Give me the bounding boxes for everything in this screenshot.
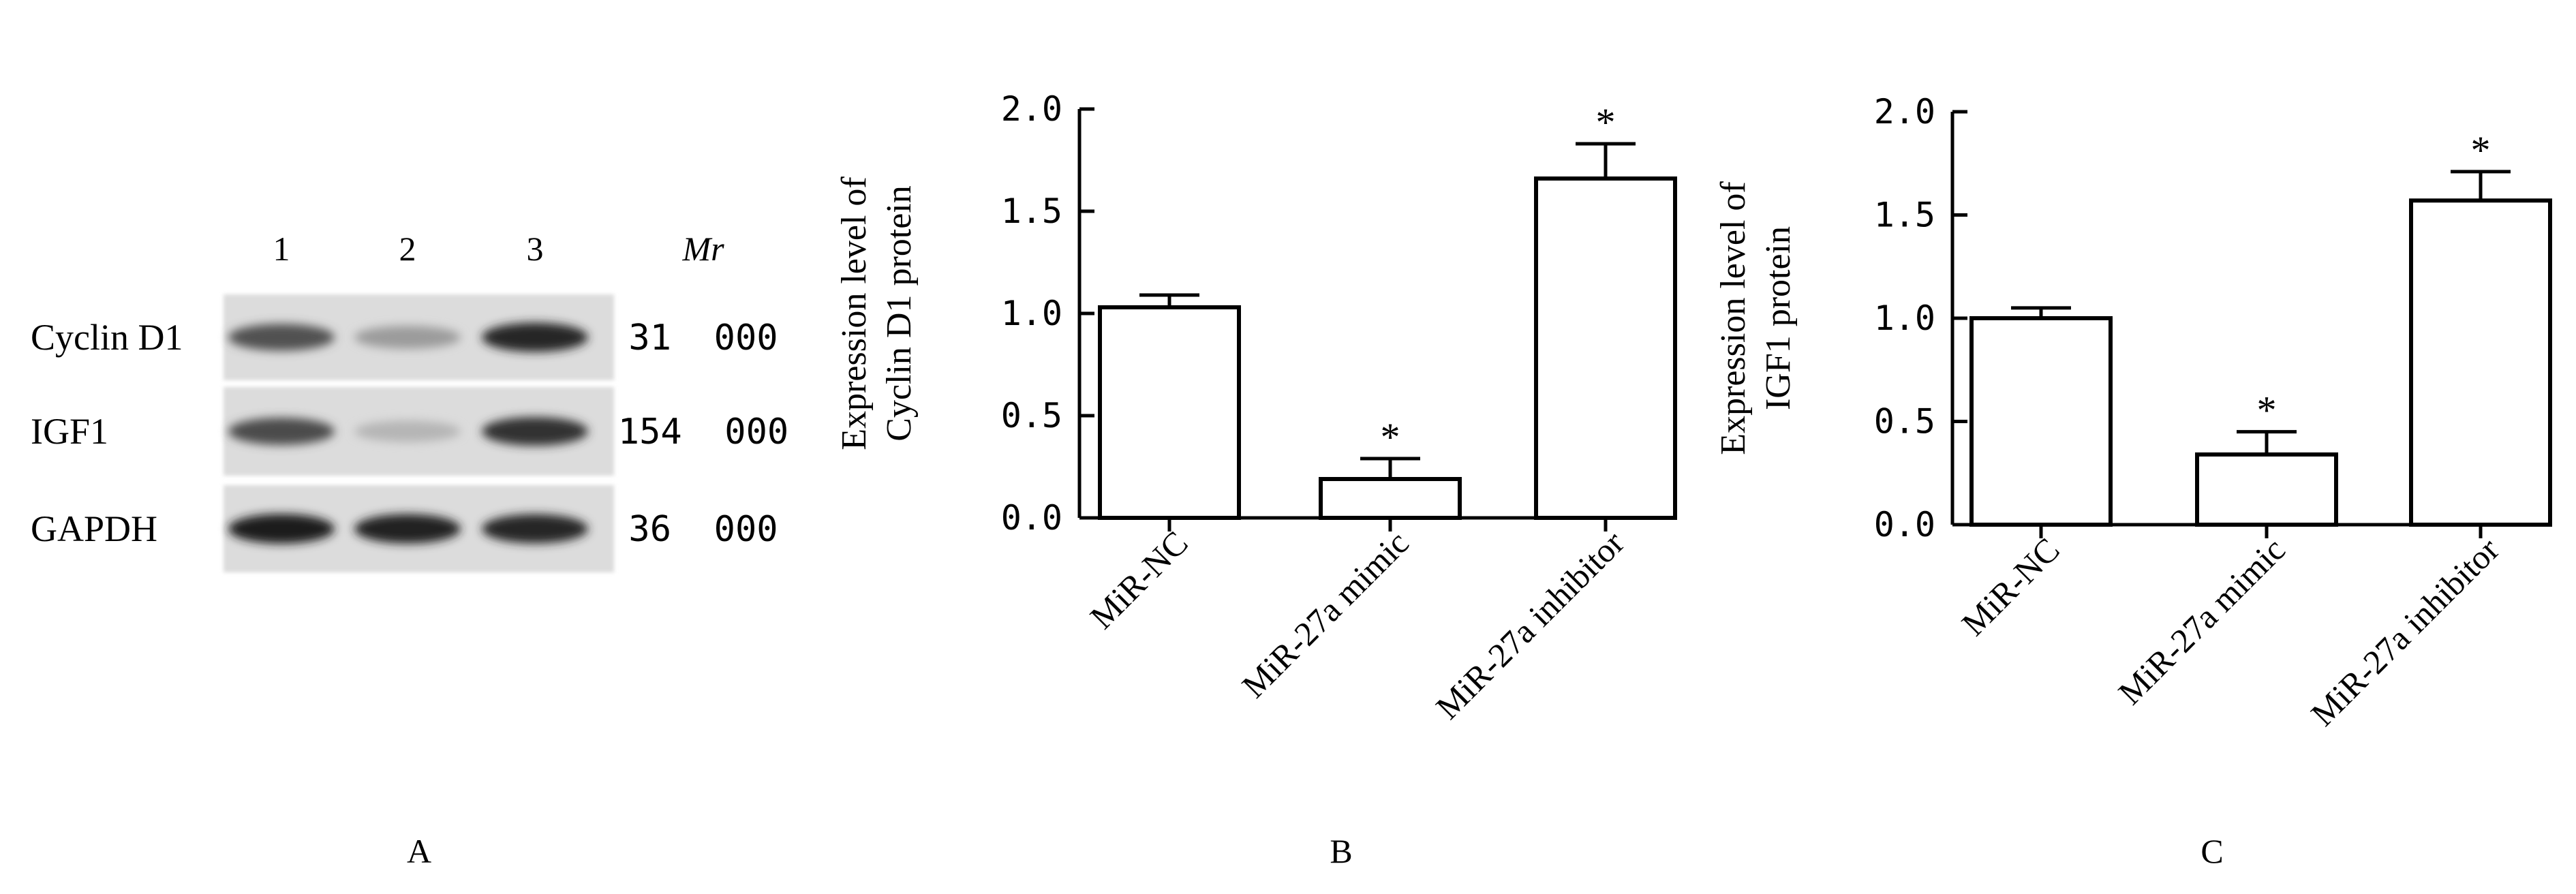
blot-band bbox=[228, 324, 335, 351]
y-axis-label: Expression level of bbox=[1714, 181, 1753, 455]
bar bbox=[2195, 452, 2338, 527]
y-tick-label: 0.5 bbox=[1001, 396, 1062, 435]
y-axis-label: IGF1 protein bbox=[1759, 226, 1798, 410]
blot-band bbox=[482, 416, 588, 446]
significance-marker: * bbox=[1596, 100, 1616, 144]
category-label: MiR-27a mimic bbox=[1234, 523, 1415, 705]
western-blot-panel: 1 2 3 Mr Cyclin D1 31 000 IGF1 154 000 GAPDH 36… bbox=[31, 230, 788, 870]
lane-number: 2 bbox=[399, 230, 416, 268]
bar bbox=[1319, 477, 1462, 520]
bar-chart-igf1: 0.0 0.5 1.0 1.5 2.0 Expression level of IGF1 p… bbox=[1714, 92, 2552, 733]
protein-label: IGF1 bbox=[31, 411, 108, 452]
bar bbox=[1534, 176, 1677, 520]
significance-marker: * bbox=[1381, 415, 1400, 459]
significance-marker: * bbox=[2257, 388, 2277, 433]
bar-chart-cyclin-d1: 0.0 0.5 1.0 1.5 2.0 Expression level of Cyclin… bbox=[835, 89, 1677, 726]
bar bbox=[1969, 316, 2113, 527]
lane-headers: 1 2 3 bbox=[273, 230, 544, 268]
y-tick-label: 2.0 bbox=[1874, 92, 1935, 132]
y-axis-label: Cyclin D1 protein bbox=[880, 185, 919, 442]
category-label: MiR-NC bbox=[1954, 530, 2066, 643]
molecular-weight: 154 000 bbox=[618, 412, 788, 452]
blot-rows: Cyclin D1 31 000 IGF1 154 000 GAPDH 36 000 bbox=[31, 294, 788, 572]
y-tick-label: 1.5 bbox=[1874, 196, 1935, 235]
blot-band bbox=[228, 514, 335, 544]
bar bbox=[2409, 198, 2552, 527]
protein-label: Cyclin D1 bbox=[31, 317, 183, 358]
y-tick-label: 1.5 bbox=[1001, 191, 1062, 231]
y-tick-label: 1.0 bbox=[1874, 298, 1935, 338]
category-label: MiR-27a inhibitor bbox=[1428, 523, 1631, 726]
molecular-weight: 36 000 bbox=[628, 509, 778, 550]
lane-number: 1 bbox=[273, 230, 290, 268]
y-tick-label: 1.0 bbox=[1001, 294, 1062, 333]
y-tick-label: 0.0 bbox=[1001, 498, 1062, 538]
blot-row: Cyclin D1 31 000 bbox=[31, 294, 778, 380]
panel-label-c: C bbox=[2201, 832, 2223, 870]
blot-band bbox=[482, 322, 588, 352]
significance-marker: * bbox=[2471, 128, 2491, 172]
mr-header: Mr bbox=[681, 230, 724, 268]
protein-label: GAPDH bbox=[31, 508, 157, 549]
blot-band bbox=[354, 420, 461, 442]
blot-band bbox=[228, 418, 335, 445]
blot-band bbox=[482, 514, 588, 544]
category-label: MiR-27a mimic bbox=[2111, 530, 2292, 711]
lane-number: 3 bbox=[527, 230, 544, 268]
category-label: MiR-NC bbox=[1082, 523, 1195, 636]
category-label: MiR-27a inhibitor bbox=[2303, 530, 2506, 733]
blot-band bbox=[354, 326, 461, 349]
y-axis-label: Expression level of bbox=[835, 176, 874, 450]
panel-label-a: A bbox=[407, 832, 431, 870]
blot-row: IGF1 154 000 bbox=[31, 387, 788, 476]
blot-band bbox=[354, 514, 461, 544]
bar bbox=[1098, 305, 1241, 520]
molecular-weight: 31 000 bbox=[628, 318, 778, 358]
blot-row: GAPDH 36 000 bbox=[31, 485, 778, 572]
y-tick-label: 2.0 bbox=[1001, 89, 1062, 129]
y-tick-label: 0.5 bbox=[1874, 402, 1935, 442]
panel-label-b: B bbox=[1330, 832, 1352, 870]
y-tick-label: 0.0 bbox=[1874, 505, 1935, 544]
